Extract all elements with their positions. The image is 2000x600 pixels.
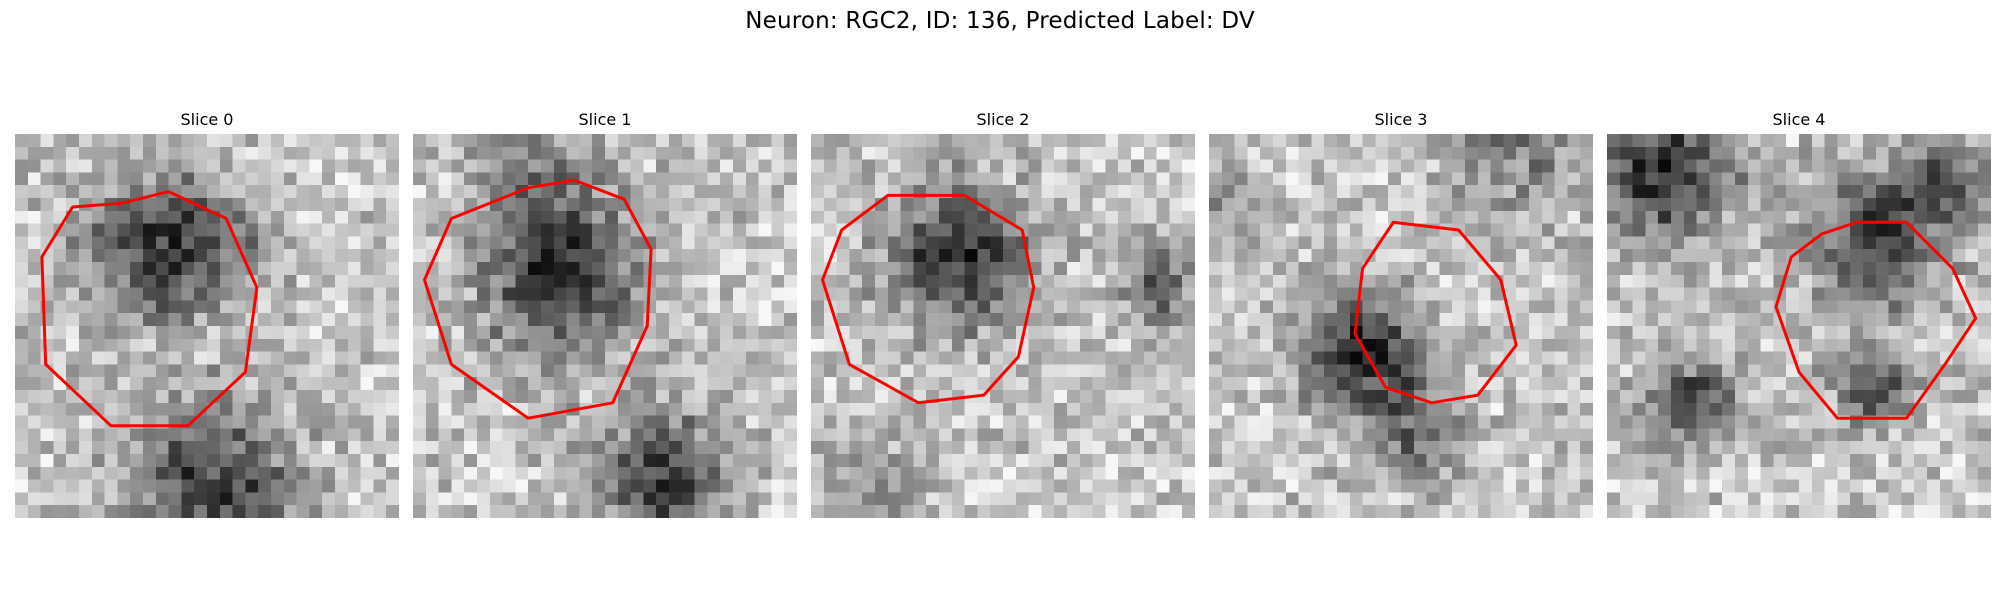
slice-image <box>1607 134 1991 518</box>
grayscale-pixels <box>811 134 1195 518</box>
grayscale-pixels <box>1209 134 1593 518</box>
roi-contour <box>821 193 1036 405</box>
slice-image <box>1209 134 1593 518</box>
slice-image <box>15 134 399 518</box>
slice-title: Slice 3 <box>1374 110 1428 129</box>
slice-title: Slice 2 <box>976 110 1030 129</box>
roi-contour <box>1774 220 1978 420</box>
slice-image <box>413 134 797 518</box>
slice-title: Slice 4 <box>1772 110 1826 129</box>
slice-title: Slice 1 <box>578 110 632 129</box>
grayscale-pixels <box>1607 134 1991 518</box>
roi-contour <box>40 190 259 428</box>
slice-title: Slice 0 <box>180 110 234 129</box>
roi-contour <box>423 178 653 420</box>
figure-title: Neuron: RGC2, ID: 136, Predicted Label: … <box>745 8 1255 34</box>
grayscale-pixels <box>413 134 797 518</box>
grayscale-pixels <box>15 134 399 518</box>
roi-contour <box>1353 220 1518 405</box>
slice-image <box>811 134 1195 518</box>
